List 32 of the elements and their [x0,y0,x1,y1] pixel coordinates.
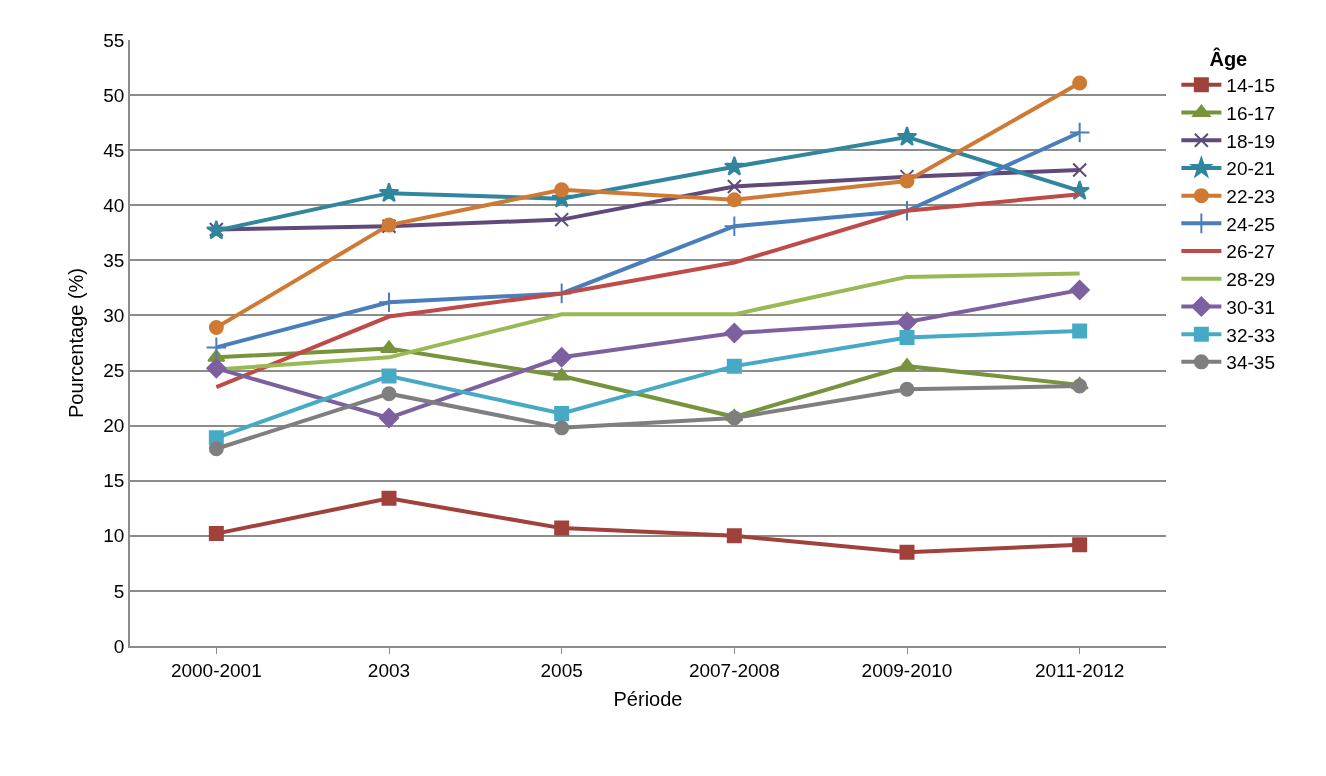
legend-label: 18-19 [1226,130,1275,152]
y-tick-label: 20 [103,415,125,437]
y-tick-label: 5 [113,580,125,602]
legend-label: 22-23 [1226,186,1275,208]
legend-title: Âge [1209,47,1248,70]
x-tick-label: 2000-2001 [170,659,262,681]
y-tick-label: 0 [113,635,125,657]
x-tick-label: 2009-2010 [861,659,953,681]
legend-label: 14-15 [1226,75,1275,97]
y-tick-label: 35 [103,250,125,272]
y-tick-label: 30 [103,305,125,327]
legend-label: 24-25 [1226,213,1275,235]
y-tick-label: 15 [103,470,125,492]
y-axis-title: Pourcentage (%) [65,267,88,419]
y-tick-label: 45 [103,139,125,161]
x-tick-label: 2011-2012 [1034,659,1125,681]
legend-label: 28-29 [1226,269,1275,291]
x-tick-label: 2003 [367,659,411,681]
legend-label: 34-35 [1226,352,1275,374]
y-tick-label: 50 [103,84,125,106]
y-tick-label: 25 [103,360,125,382]
x-tick-label: 2007-2008 [688,659,780,681]
y-tick-label: 40 [103,194,125,216]
legend-label: 26-27 [1226,241,1275,263]
x-axis-title: Période [613,687,683,710]
x-tick-label: 2005 [540,659,583,681]
y-tick-label: 55 [103,29,125,51]
legend-label: 20-21 [1226,158,1275,180]
legend-label: 30-31 [1226,296,1275,318]
legend-label: 16-17 [1226,102,1275,124]
legend-label: 32-33 [1226,324,1275,346]
y-tick-label: 10 [103,525,125,547]
